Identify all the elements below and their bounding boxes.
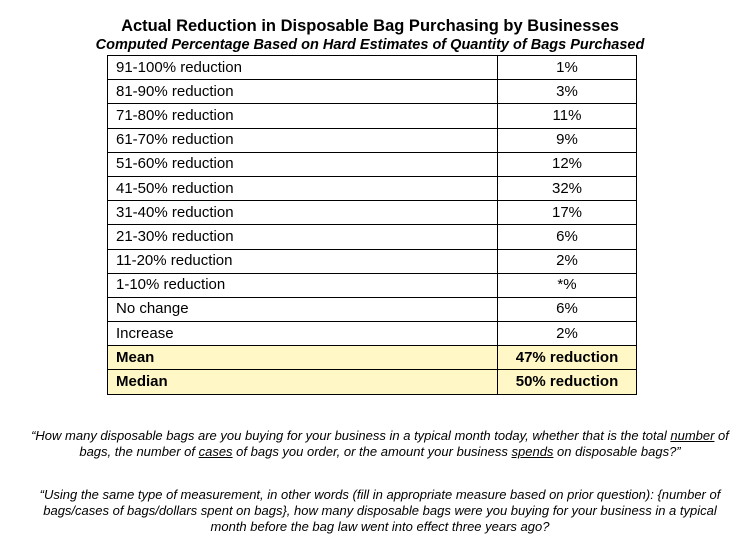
row-value: 12% [497,151,637,177]
median-value: 50% reduction [497,369,637,395]
row-label: 21-30% reduction [107,224,498,250]
row-value: 1% [497,54,637,81]
question-text: of bags you order, or the amount your bu… [232,444,512,459]
row-label: 71-80% reduction [107,103,498,129]
row-value: *% [497,272,637,298]
table-row: Increase 2% [107,321,637,347]
row-value: 2% [497,321,637,347]
row-label: 51-60% reduction [107,151,498,177]
question-underlined-term: cases [198,444,233,459]
row-value: 6% [497,224,637,250]
table-row: 1-10% reduction *% [107,272,637,298]
question-text: of bags, the number of [79,428,729,459]
table-row: 21-30% reduction 6% [107,224,637,250]
row-label: 1-10% reduction [107,272,498,298]
mean-row: Mean 47% reduction [107,345,637,371]
row-value: 9% [497,127,637,153]
survey-question-current: “How many disposable bags are you buying… [30,428,730,460]
row-label: No change [107,296,498,323]
question-text: on disposable bags?” [553,444,681,459]
row-label: Increase [107,321,498,347]
row-label: 31-40% reduction [107,200,498,226]
row-value: 2% [497,248,637,274]
mean-value: 47% reduction [497,345,637,371]
median-row: Median 50% reduction [107,369,637,395]
table-row: 51-60% reduction 12% [107,151,637,177]
table-row: 91-100% reduction 1% [107,54,637,81]
table-row: 11-20% reduction 2% [107,248,637,274]
row-label: 91-100% reduction [107,54,498,81]
question-underlined-term: spends [511,444,554,459]
row-value: 17% [497,200,637,226]
row-value: 6% [497,296,637,323]
table-title: Actual Reduction in Disposable Bag Purch… [121,17,619,35]
mean-label: Mean [107,345,498,371]
question-text: “How many disposable bags are you buying… [31,428,671,443]
table-row: 41-50% reduction 32% [107,175,637,202]
row-label: 81-90% reduction [107,79,498,105]
row-value: 32% [497,175,637,202]
question-underlined-term: number [670,428,715,443]
table-row: 71-80% reduction 11% [107,103,637,129]
survey-question-prior: “Using the same type of measurement, in … [39,487,721,534]
row-label: 61-70% reduction [107,127,498,153]
table-row: No change 6% [107,296,637,323]
table-row: 61-70% reduction 9% [107,127,637,153]
table-row: 81-90% reduction 3% [107,79,637,105]
median-label: Median [107,369,498,395]
table-subtitle: Computed Percentage Based on Hard Estima… [95,37,645,53]
row-value: 3% [497,79,637,105]
row-label: 11-20% reduction [107,248,498,274]
reduction-table: 91-100% reduction 1% 81-90% reduction 3%… [107,54,637,395]
row-value: 11% [497,103,637,129]
table-row: 31-40% reduction 17% [107,200,637,226]
row-label: 41-50% reduction [107,175,498,202]
